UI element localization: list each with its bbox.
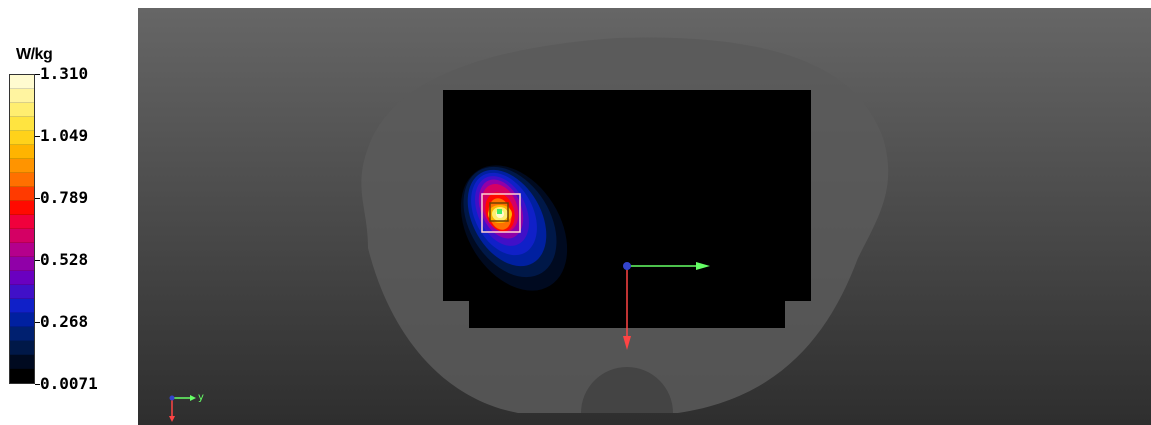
render-viewport[interactable]: y	[138, 8, 1151, 425]
colorbar-legend: W/kg 1.310 1.049 0.789 0.528 0.268 0.0071	[0, 0, 138, 425]
colorbar-tick-mark	[35, 136, 40, 137]
colorbar-segment	[10, 271, 34, 285]
colorbar-segment	[10, 243, 34, 257]
averaging-cube-inner	[489, 202, 509, 222]
colorbar-segment	[10, 89, 34, 103]
colorbar-tick-mark	[35, 74, 40, 75]
colorbar-tick-mark	[35, 384, 40, 385]
colorbar-segment	[10, 145, 34, 159]
colorbar-segment	[10, 257, 34, 271]
colorbar-segment	[10, 103, 34, 117]
colorbar-segment	[10, 187, 34, 201]
colorbar-segment	[10, 75, 34, 89]
colorbar-segment	[10, 313, 34, 327]
colorbar-tick-mark	[35, 260, 40, 261]
colorbar-tick-mark	[35, 322, 40, 323]
colorbar-segment	[10, 173, 34, 187]
colorbar-segment	[10, 215, 34, 229]
colorbar-tick-mark	[35, 198, 40, 199]
colorbar	[9, 74, 35, 384]
colorbar-segment	[10, 131, 34, 145]
colorbar-segment	[10, 369, 34, 383]
axis-gizmo-icon	[169, 395, 196, 422]
colorbar-tick-label: 0.789	[40, 188, 89, 207]
averaging-cube-outer	[481, 193, 521, 233]
colorbar-tick-label: 1.049	[40, 126, 89, 145]
colorbar-tick-label: 0.0071	[40, 374, 98, 393]
colorbar-segment	[10, 341, 34, 355]
axis-y-label: y	[198, 392, 204, 403]
peak-marker	[497, 209, 502, 214]
unit-label: W/kg	[16, 46, 53, 63]
colorbar-segment	[10, 355, 34, 369]
phantom-spine	[581, 367, 673, 413]
colorbar-tick-label: 0.528	[40, 250, 89, 269]
scene-canvas: y	[169, 37, 889, 422]
colorbar-segment	[10, 285, 34, 299]
colorbar-segment	[10, 327, 34, 341]
colorbar-segment	[10, 201, 34, 215]
coordinate-origin-icon	[623, 262, 710, 350]
colorbar-tick-label: 1.310	[40, 64, 89, 83]
colorbar-segment	[10, 229, 34, 243]
colorbar-segment	[10, 117, 34, 131]
colorbar-tick-label: 0.268	[40, 312, 89, 331]
colorbar-segment	[10, 299, 34, 313]
colorbar-segment	[10, 159, 34, 173]
